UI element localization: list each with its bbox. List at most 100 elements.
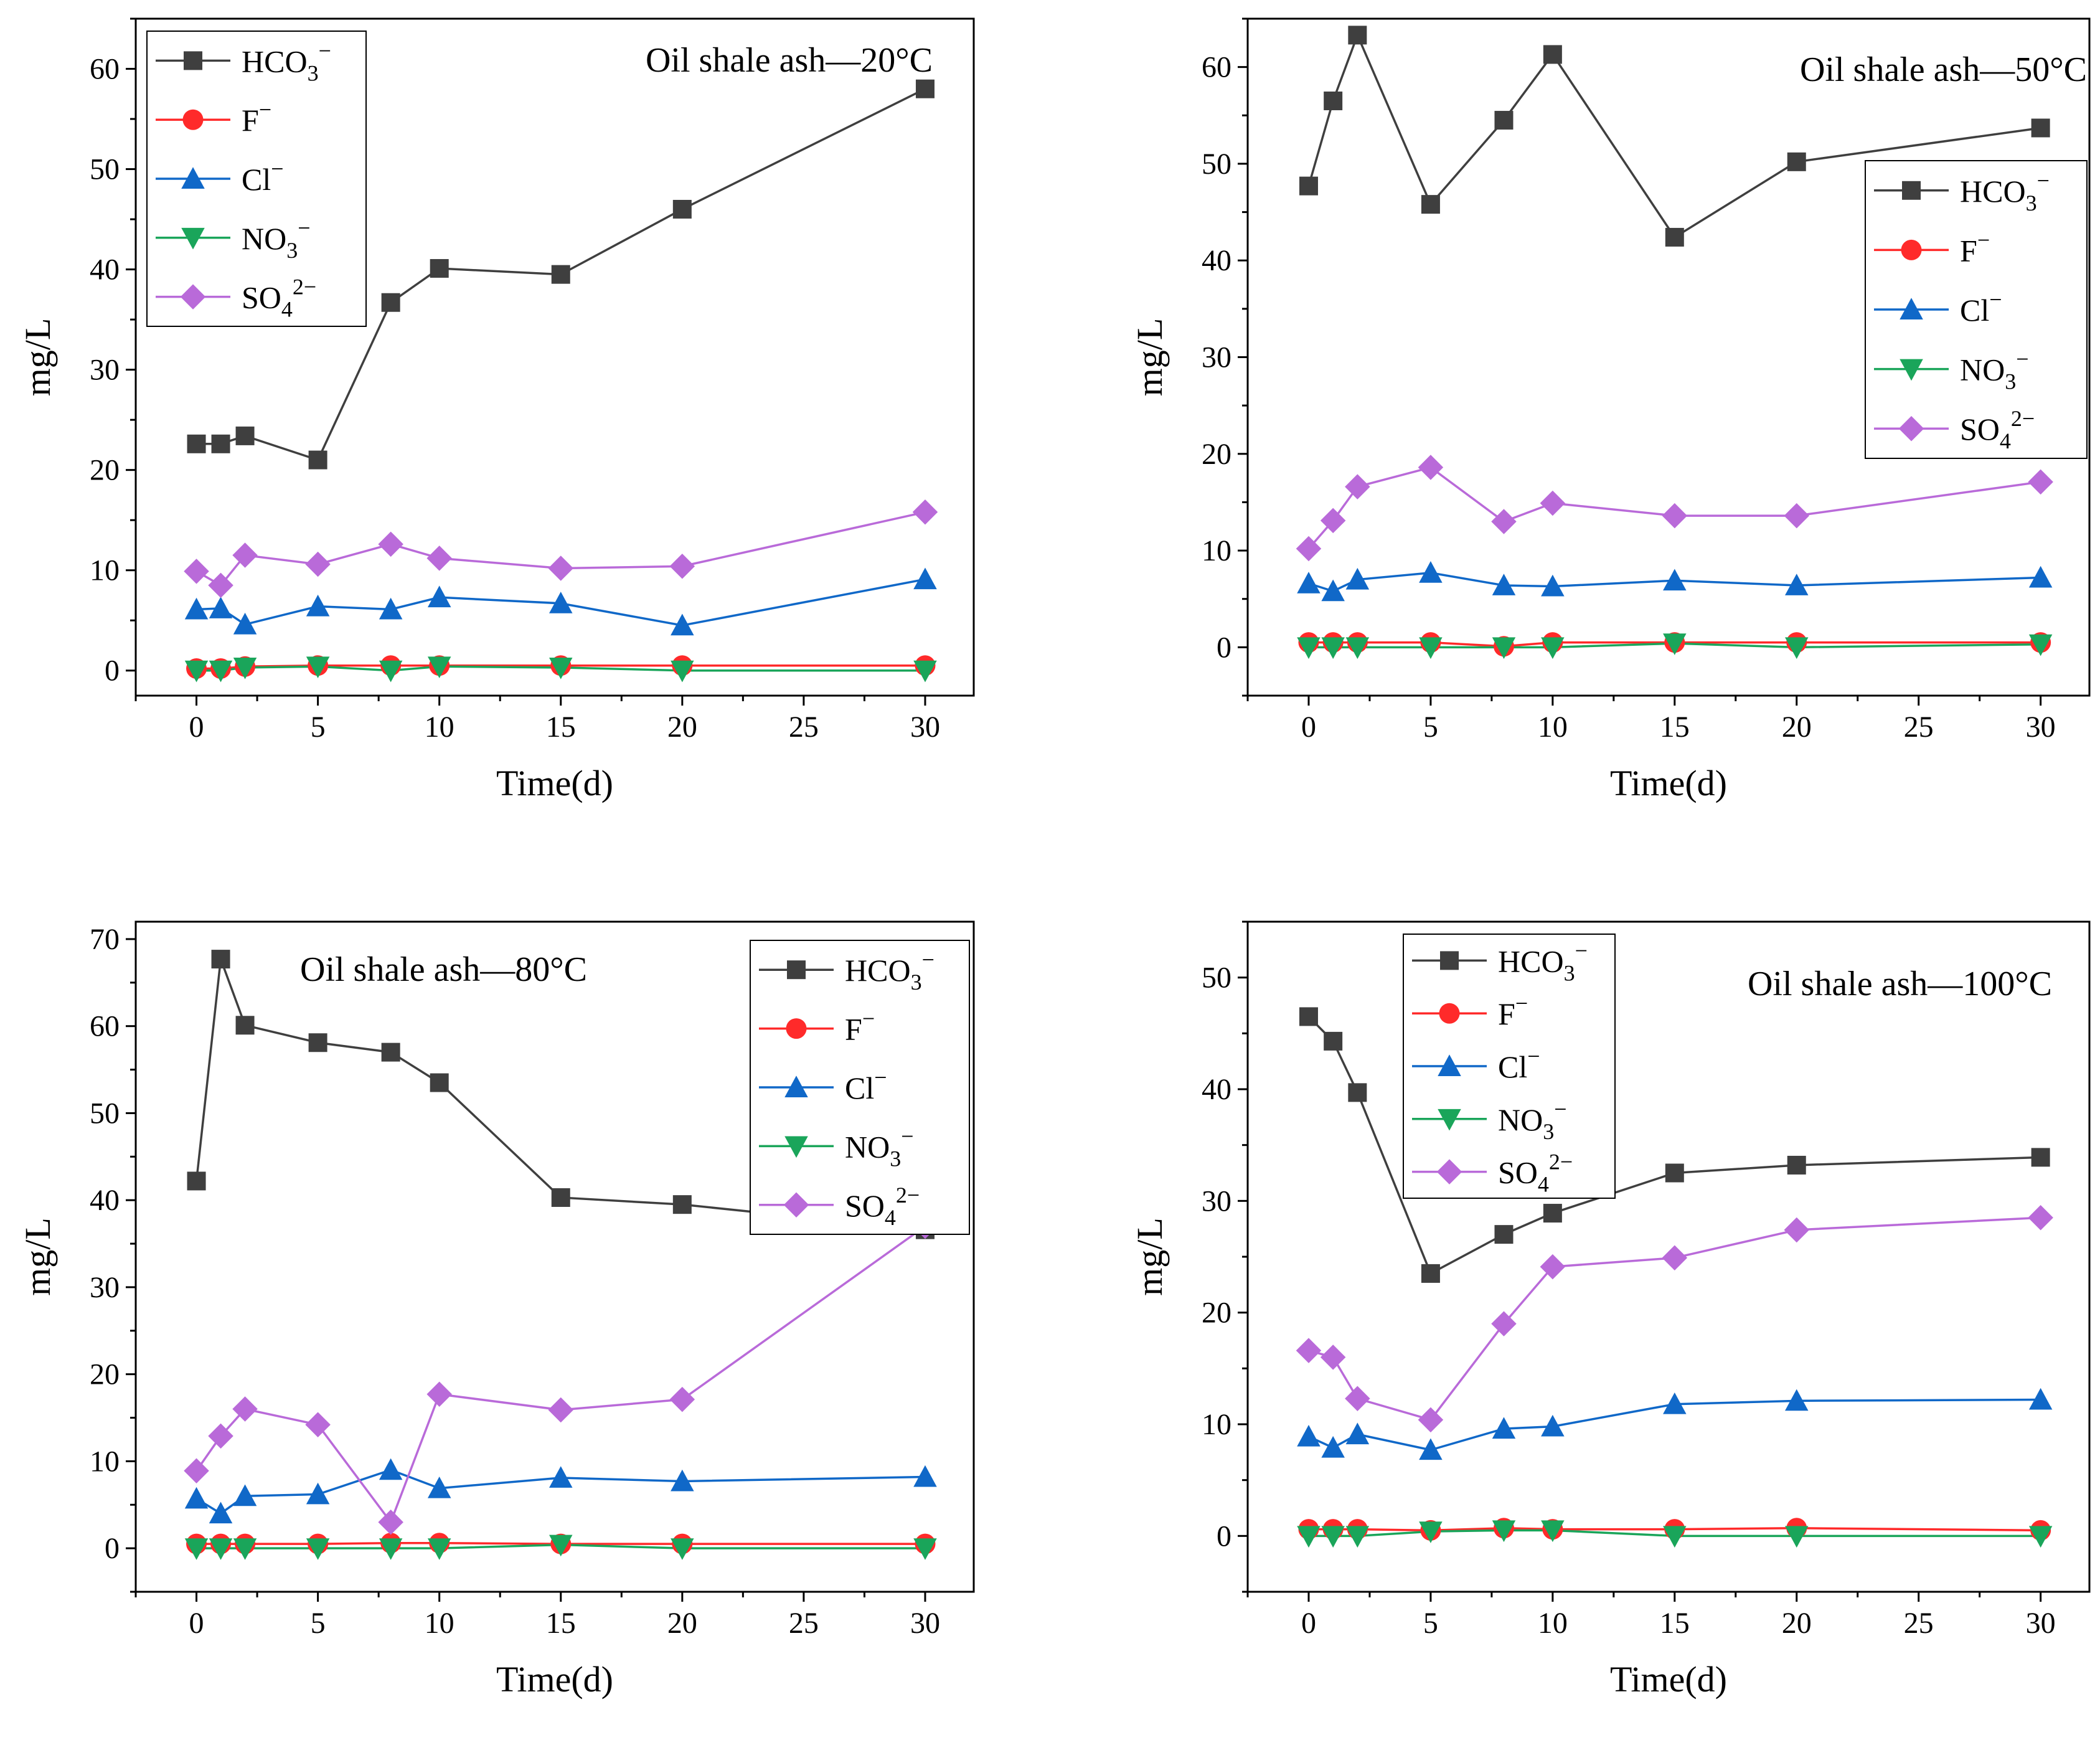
x-tick-label: 30: [910, 1607, 940, 1640]
legend-label: NO3−: [242, 215, 311, 263]
data-point-no: [671, 660, 694, 683]
x-tick-label: 30: [910, 711, 940, 744]
data-point-no: [1345, 637, 1370, 660]
x-tick-label: 30: [2026, 711, 2056, 744]
data-point-cl: [306, 1482, 330, 1505]
y-tick-label: 40: [1202, 1073, 1231, 1106]
data-point-hco: [915, 79, 935, 98]
plot-frame: [134, 17, 975, 697]
y-tick-label: 50: [1202, 962, 1231, 995]
data-point-hco: [381, 1043, 400, 1062]
legend-label: SO42−: [845, 1183, 920, 1230]
y-tick-label: 10: [90, 554, 120, 587]
y-tick-label: 70: [90, 923, 120, 956]
x-tick-label: 10: [425, 711, 454, 744]
chart-title: Oil shale ash—100°C: [1748, 965, 2052, 1003]
data-point-cl: [1784, 574, 1809, 595]
data-point-no: [1345, 1526, 1370, 1548]
data-point-so: [208, 572, 233, 598]
data-point-cl: [1492, 574, 1516, 595]
data-point-hco: [1494, 1225, 1514, 1244]
data-point-so: [669, 1386, 695, 1412]
legend-marker: [184, 51, 202, 70]
legend-marker: [1901, 239, 1922, 260]
data-point-so: [1296, 1338, 1322, 1363]
legend-marker: [787, 960, 806, 980]
legend-marker: [1439, 1003, 1460, 1024]
data-point-hco: [308, 1033, 327, 1052]
data-point-cl: [379, 1458, 403, 1480]
data-point-hco: [672, 199, 692, 219]
data-point-so: [1491, 509, 1517, 534]
y-axis-title: mg/L: [1129, 318, 1170, 397]
data-point-cl: [306, 594, 330, 617]
x-tick-label: 0: [1301, 1607, 1316, 1640]
data-point-hco: [187, 434, 206, 453]
data-point-hco: [381, 293, 400, 312]
legend-marker: [1438, 1054, 1461, 1076]
data-point-hco: [2031, 118, 2050, 138]
chart-title: Oil shale ash—80°C: [300, 950, 587, 989]
data-point-cl: [1492, 1417, 1516, 1439]
x-tick-label: 5: [1423, 711, 1438, 744]
data-point-cl: [1784, 1389, 1809, 1411]
data-point-hco: [308, 450, 327, 470]
data-point-cl: [427, 585, 451, 608]
data-point-so: [548, 1397, 574, 1423]
x-tick-label: 15: [1660, 1607, 1690, 1640]
data-point-so: [1418, 1407, 1444, 1433]
y-tick-label: 30: [1202, 341, 1231, 374]
data-point-no: [427, 1538, 451, 1560]
data-point-so: [1784, 1217, 1809, 1243]
data-point-so: [378, 531, 403, 557]
data-point-hco: [1299, 176, 1318, 196]
data-point-so: [1540, 1254, 1566, 1280]
data-point-so: [305, 551, 331, 577]
data-point-cl: [427, 1476, 451, 1498]
data-point-cl: [233, 1484, 257, 1506]
y-tick-label: 0: [1217, 1520, 1231, 1553]
chart-title: Oil shale ash—20°C: [646, 41, 933, 80]
data-point-no: [1419, 1521, 1443, 1543]
legend-marker: [180, 284, 206, 310]
legend-marker: [1902, 181, 1921, 200]
data-point-cl: [549, 1466, 573, 1488]
data-point-cl: [1663, 569, 1687, 591]
data-point-no: [671, 1538, 694, 1560]
chart-title: Oil shale ash—50°C: [1800, 50, 2087, 89]
data-point-so: [305, 1412, 331, 1437]
data-point-cl: [209, 597, 233, 618]
legend-label: HCO3−: [1498, 938, 1588, 985]
data-point-cl: [671, 1469, 694, 1492]
data-point-no: [209, 1538, 233, 1560]
x-tick-label: 5: [311, 711, 326, 744]
data-point-so: [232, 542, 258, 568]
y-tick-label: 0: [105, 1532, 120, 1565]
data-point-no: [2028, 634, 2053, 656]
data-point-cl: [2028, 1388, 2053, 1410]
data-point-so: [1345, 474, 1370, 499]
legend-label: Cl−: [1498, 1044, 1540, 1084]
data-point-so: [1418, 455, 1444, 480]
data-point-no: [306, 656, 330, 679]
y-tick-label: 20: [90, 454, 120, 487]
data-point-cl: [671, 613, 694, 636]
chart-panel-80c: 0 5 10 15 20 25 30 0 10 20 30 40 50 60 70 Time(d) mg/L Oi…: [17, 920, 975, 1700]
data-point-so: [1662, 503, 1688, 529]
legend-label: HCO3−: [242, 38, 331, 85]
x-axis-title: Time(d): [1610, 763, 1727, 803]
data-point-hco: [1299, 1007, 1318, 1026]
data-point-so: [1320, 508, 1346, 534]
legend: HCO3− F− Cl− NO3− SO42−: [750, 940, 970, 1235]
legend-marker: [783, 1192, 809, 1218]
data-point-so: [232, 1396, 258, 1422]
data-point-no: [2028, 1526, 2053, 1548]
data-point-hco: [430, 1073, 449, 1092]
legend-marker: [1900, 298, 1923, 319]
x-tick-label: 10: [425, 1607, 454, 1640]
data-point-hco: [1665, 227, 1684, 247]
y-axis-title: mg/L: [17, 1218, 58, 1296]
data-point-no: [1321, 1526, 1345, 1548]
data-point-hco: [1665, 1163, 1684, 1183]
data-point-hco: [551, 265, 570, 284]
